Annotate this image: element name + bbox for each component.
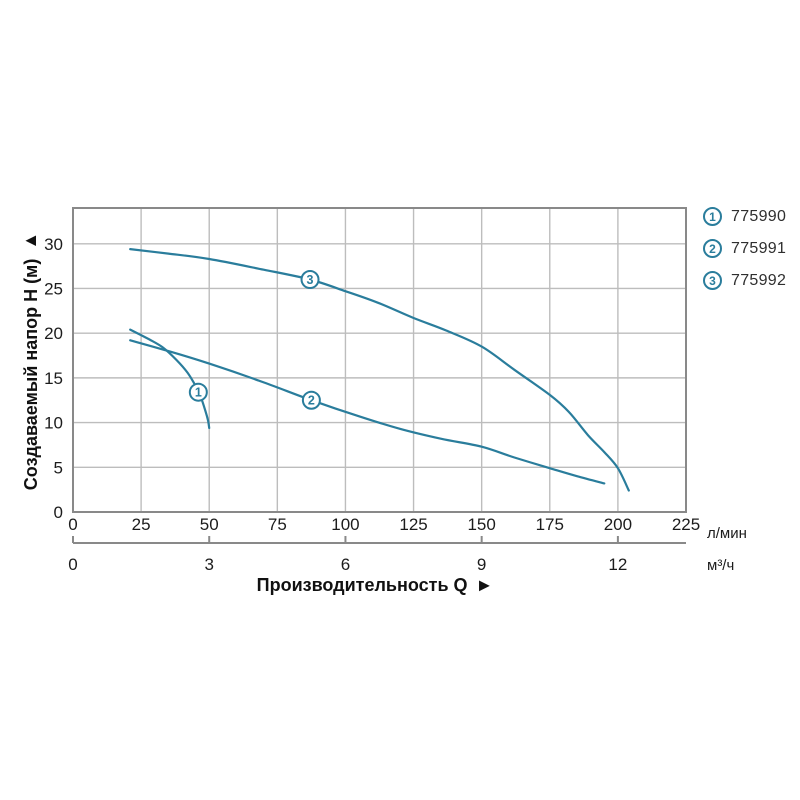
y-tick-label: 5 xyxy=(54,458,63,477)
secondary-x-tick-label: 0 xyxy=(68,555,77,574)
y-tick-label: 30 xyxy=(44,235,63,254)
y-tick-label: 25 xyxy=(44,279,63,298)
x-axis-unit-secondary: м³/ч xyxy=(707,557,734,574)
secondary-x-axis: 0 3 6 9 12 xyxy=(68,536,686,574)
up-arrow-icon: ▲ xyxy=(20,232,40,250)
y-axis-title: Создаваемый напор Н (м) ▲ xyxy=(20,232,41,490)
grid-layer xyxy=(73,208,686,512)
curve-marker-number-2: 2 xyxy=(308,394,315,408)
legend-curve-number-badge: 2 xyxy=(703,239,722,258)
curve-775990 xyxy=(129,328,211,430)
x-axis-title: Производительность Q ► xyxy=(257,575,494,595)
curves-layer xyxy=(129,248,630,492)
legend-item-775992: 3 775992 xyxy=(703,269,786,292)
x-tick-label: 50 xyxy=(200,515,219,534)
x-tick-label: 150 xyxy=(467,515,495,534)
x-tick-label: 200 xyxy=(604,515,632,534)
x-tick-label: 75 xyxy=(268,515,287,534)
y-tick-label: 10 xyxy=(44,414,63,433)
legend-item-775991: 2 775991 xyxy=(703,237,786,260)
y-axis-title-text: Создаваемый напор Н (м) xyxy=(21,259,41,491)
secondary-x-tick-label: 12 xyxy=(608,555,627,574)
x-tick-label: 0 xyxy=(68,515,77,534)
secondary-x-tick-label: 9 xyxy=(477,555,486,574)
y-tick-label: 15 xyxy=(44,369,63,388)
secondary-x-tick-label: 3 xyxy=(204,555,213,574)
legend-item-775990: 1 775990 xyxy=(703,205,786,228)
curve-marker-number-1: 1 xyxy=(195,386,202,400)
x-tick-label: 175 xyxy=(536,515,564,534)
x-axis-unit-primary: л/мин xyxy=(707,525,747,542)
curve-marker-1 xyxy=(188,382,208,402)
curve-marker-number-3: 3 xyxy=(307,273,314,287)
legend-curve-number-badge: 3 xyxy=(703,271,722,290)
secondary-x-tick-label: 6 xyxy=(341,555,350,574)
legend-series-label: 775992 xyxy=(731,271,787,289)
legend-series-label: 775990 xyxy=(731,207,787,225)
y-tick-label: 20 xyxy=(44,324,63,343)
curve-marker-2 xyxy=(301,390,321,410)
x-tick-labels: 0 25 50 75 100 125 150 175 200 225 xyxy=(68,515,700,534)
y-tick-labels: 0 5 10 15 20 25 30 xyxy=(44,235,63,522)
x-tick-label: 25 xyxy=(132,515,151,534)
x-tick-label: 125 xyxy=(399,515,427,534)
legend-curve-number-badge: 1 xyxy=(703,207,722,226)
plot-border xyxy=(72,207,687,513)
legend-series-label: 775991 xyxy=(731,239,787,257)
legend: 1 775990 2 775991 3 775992 xyxy=(703,205,786,292)
y-tick-label: 0 xyxy=(54,503,63,522)
x-tick-label: 100 xyxy=(331,515,359,534)
curve-775991 xyxy=(129,339,606,485)
curve-775992 xyxy=(129,248,630,492)
x-axis-title-text: Производительность Q xyxy=(257,575,468,595)
right-arrow-icon: ► xyxy=(476,575,494,595)
curve-marker-3 xyxy=(300,270,320,290)
curve-markers-layer: 1 2 3 xyxy=(188,270,321,410)
x-tick-label: 225 xyxy=(672,515,700,534)
